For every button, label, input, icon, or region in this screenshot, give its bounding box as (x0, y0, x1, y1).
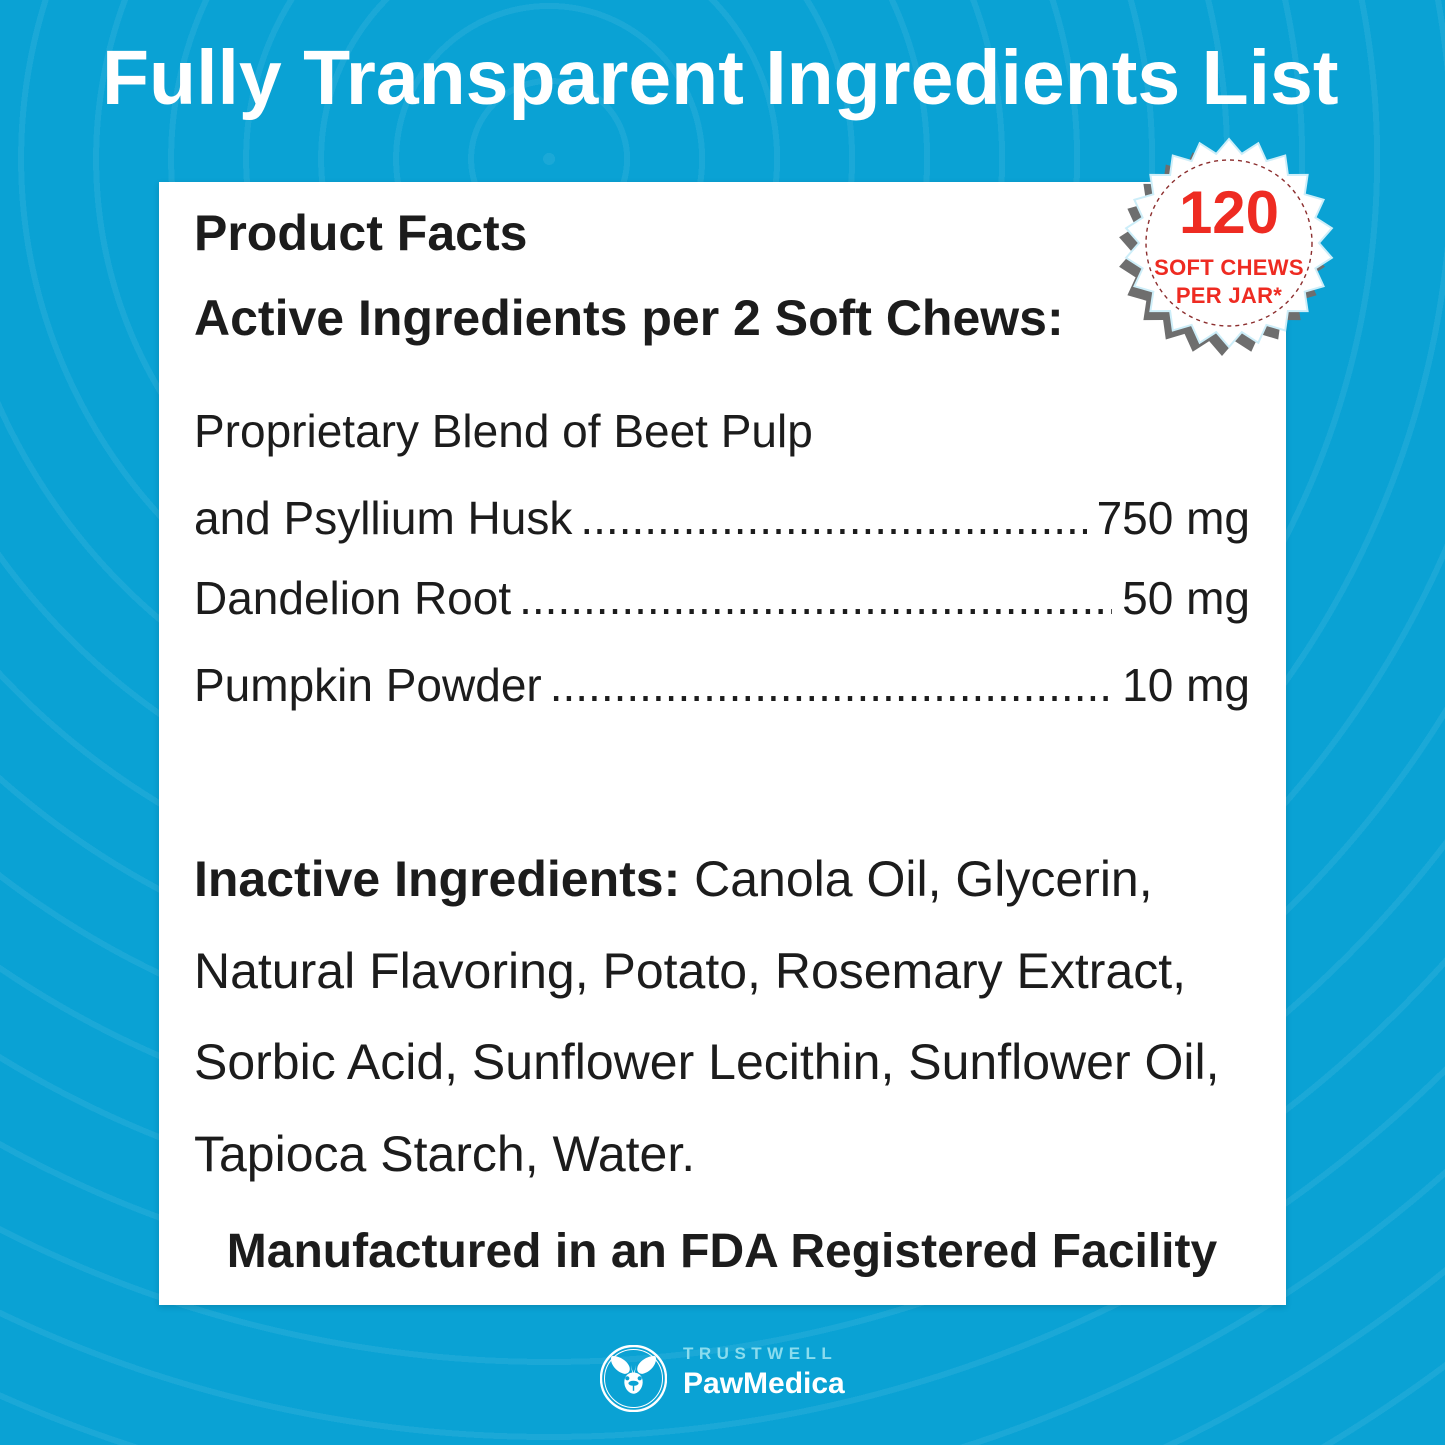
svg-text:PER JAR*: PER JAR* (1176, 283, 1282, 308)
svg-text:120: 120 (1179, 179, 1279, 246)
svg-text:SOFT CHEWS: SOFT CHEWS (1154, 255, 1304, 280)
